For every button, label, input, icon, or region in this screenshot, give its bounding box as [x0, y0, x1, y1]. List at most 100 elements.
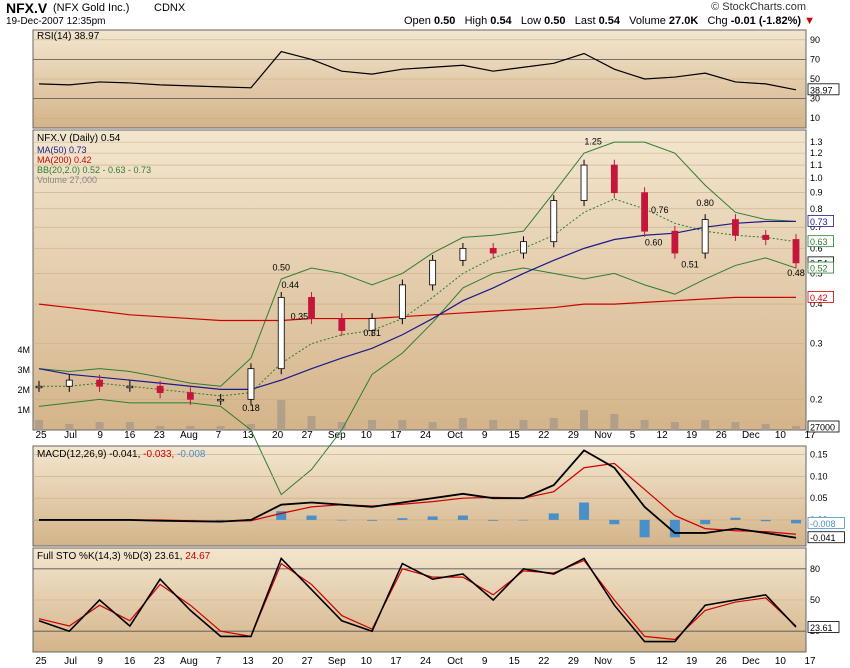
last-value: 0.54	[598, 15, 620, 27]
macd-tick-label: 0.05	[810, 493, 828, 503]
low-value: 0.50	[544, 15, 566, 27]
volume-bar	[792, 426, 800, 430]
candle-body	[792, 239, 800, 264]
x-axis-label: 9	[482, 430, 488, 441]
candle-body	[217, 398, 225, 402]
macd-histogram-bar	[730, 517, 741, 520]
sto-d-line	[38, 559, 797, 641]
x-axis-label-bottom: Dec	[742, 656, 760, 667]
company-name: (NFX Gold Inc.)	[53, 2, 130, 14]
x-axis-label: Oct	[447, 430, 463, 441]
candle-body	[459, 247, 467, 261]
rsi-title: RSI(14) 38.97	[37, 31, 100, 42]
price-annotation: 0.31	[363, 328, 381, 338]
x-axis-label: 7	[216, 430, 222, 441]
x-axis-label: 19	[686, 430, 698, 441]
price-right-label: 0.63	[810, 237, 828, 247]
price-annotation: 0.48	[787, 268, 805, 278]
sto-right-label-box	[807, 621, 840, 633]
volume-bar	[216, 426, 225, 430]
x-axis-label: 22	[538, 430, 550, 441]
macd-histogram-bar	[215, 519, 226, 521]
price-annotation: 0.18	[242, 403, 260, 413]
symbol-title: NFX.V	[6, 0, 48, 16]
volume-bar	[125, 422, 134, 430]
volume-bar	[640, 420, 649, 430]
x-axis-label: 9	[97, 430, 103, 441]
x-axis-label-bottom: 16	[124, 656, 136, 667]
candle-body	[762, 234, 770, 240]
macd-histogram-bar	[185, 519, 196, 521]
rsi-line	[38, 50, 797, 91]
price-tick-label: 0.4	[810, 299, 823, 309]
price-right-label: 27000	[810, 423, 835, 433]
price-tick-label: 0.8	[810, 204, 823, 214]
price-annotation: 0.80	[696, 198, 714, 208]
high-label: High	[464, 15, 488, 27]
candle-body	[96, 379, 103, 387]
macd-histogram-bar	[579, 502, 590, 520]
rsi-tick-label: 90	[810, 35, 820, 45]
macd-panel	[32, 445, 807, 547]
x-axis-label: 13	[242, 430, 254, 441]
x-axis-label-bottom: 9	[97, 656, 103, 667]
macd-title-value: -0.041,	[109, 449, 143, 460]
volume-bar	[156, 426, 165, 430]
price-tick-label: 1.2	[810, 148, 823, 158]
x-axis-label-bottom: 7	[216, 656, 222, 667]
macd-histogram-bar	[427, 516, 438, 520]
x-axis-label: Aug	[180, 430, 198, 441]
volume-bar	[489, 420, 498, 430]
price-annotation: 1.25	[584, 137, 602, 147]
volume-tick-label: 1M	[17, 405, 30, 415]
candle-body	[368, 318, 376, 331]
price-annotation: 0.50	[272, 262, 290, 272]
x-axis-label: 10	[775, 430, 787, 441]
macd-right-label-box	[807, 516, 845, 529]
price-annotation: 0.76	[651, 205, 669, 215]
x-axis-label-bottom: 17	[390, 656, 402, 667]
x-axis-label: 17	[390, 430, 402, 441]
x-axis-label: 20	[272, 430, 284, 441]
x-axis-label-bottom: Sep	[328, 656, 346, 667]
candle-body	[732, 219, 739, 236]
x-axis-label-bottom: Nov	[594, 656, 612, 667]
sto-title-value: 24.67	[185, 551, 210, 562]
open-value: 0.50	[433, 15, 456, 27]
price-tick-label: 1.3	[810, 137, 823, 147]
x-axis-label-bottom: 10	[361, 656, 373, 667]
x-axis-label-bottom: 17	[804, 656, 816, 667]
candle-body	[671, 230, 679, 254]
candle-body	[701, 219, 709, 254]
sto-tick-label: 80	[810, 564, 820, 574]
bb-upper-line	[38, 141, 797, 387]
macd-histogram-bar	[700, 519, 711, 525]
x-axis-label-bottom: 29	[568, 656, 580, 667]
price-legend-entry: MA(200) 0.42	[37, 155, 92, 165]
sto-title-value: 23.61,	[155, 551, 186, 562]
candle-body	[65, 379, 73, 387]
open-label: Open	[404, 15, 431, 27]
sto-k-line	[38, 556, 797, 643]
copyright-notice: © StockCharts.com	[711, 1, 806, 13]
price-tick-label: 1.0	[810, 173, 823, 183]
sto-tick-label: 50	[810, 595, 820, 605]
candle-body	[550, 200, 558, 243]
chg-label: Chg	[707, 15, 728, 27]
volume-bar	[65, 424, 74, 430]
volume-bar	[186, 426, 195, 430]
x-axis-label-bottom: 23	[154, 656, 166, 667]
x-axis-label: 25	[35, 430, 47, 441]
x-axis-label-bottom: 13	[242, 656, 254, 667]
x-axis-label-bottom: 25	[35, 656, 47, 667]
price-right-label: 0.42	[810, 293, 828, 303]
bb-middle-line	[39, 198, 797, 397]
low-label: Low	[520, 15, 542, 27]
rsi-tick-label: 10	[810, 113, 820, 123]
volume-bar	[610, 414, 619, 430]
x-axis-label-bottom: Oct	[447, 656, 463, 667]
timestamp: 19-Dec-2007 12:35pm	[6, 16, 106, 27]
macd-title-value: -0.008	[177, 449, 206, 460]
chg-down-arrow-icon: ▼	[804, 15, 815, 27]
